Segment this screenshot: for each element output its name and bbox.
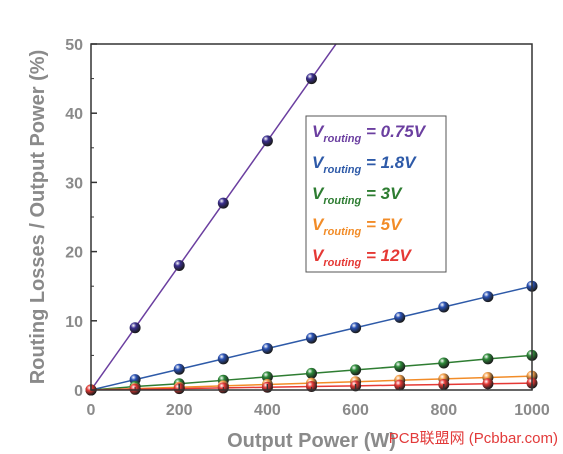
legend-entry: Vrouting = 1.8V (312, 153, 417, 176)
y-axis-label: Routing Losses / Output Power (%) (27, 50, 49, 384)
data-point (306, 73, 317, 85)
data-point (173, 259, 185, 271)
y-tick-label: 20 (65, 245, 83, 262)
y-tick-label: 50 (65, 37, 83, 54)
data-point (350, 322, 362, 334)
y-tick-label: 40 (65, 106, 83, 123)
data-point (482, 353, 494, 365)
x-axis-label: Output Power (W) (227, 430, 396, 452)
data-point (173, 363, 185, 375)
data-point (482, 291, 494, 303)
legend-box (305, 115, 447, 273)
data-point (438, 357, 450, 369)
data-point (261, 342, 273, 354)
x-tick-label: 800 (430, 402, 457, 419)
legend-entry: Vrouting = 3V (312, 184, 403, 207)
data-point (350, 364, 362, 376)
data-point (261, 135, 273, 147)
data-point (261, 371, 273, 383)
x-tick-label: 1000 (514, 402, 550, 419)
data-point (438, 301, 450, 313)
data-point (394, 311, 406, 323)
x-tick-label: 0 (87, 402, 96, 419)
data-point (217, 353, 229, 365)
y-tick-label: 0 (74, 383, 83, 400)
data-point (217, 197, 229, 209)
x-tick-label: 200 (166, 402, 193, 419)
data-point (394, 360, 406, 372)
x-tick-label: 400 (254, 402, 281, 419)
data-point (482, 378, 494, 390)
tick-layer: 0 200 400 600 800 1000 0 10 20 30 40 50 (65, 37, 550, 419)
data-point (306, 367, 317, 379)
y-tick-label: 10 (65, 314, 83, 331)
legend-entry: Vrouting = 5V (312, 215, 403, 238)
legend-entry: Vrouting = 12V (312, 246, 413, 269)
y-tick-label: 30 (65, 175, 83, 192)
legend: Vrouting = 0.75V Vrouting = 1.8V Vrouting … (305, 115, 447, 273)
watermark-text: PCB联盟网 (Pcbbar.com) (389, 430, 558, 447)
legend-entry: Vrouting = 0.75V (312, 122, 427, 145)
data-point (394, 379, 406, 391)
data-point (306, 332, 317, 344)
data-point (129, 322, 141, 334)
x-tick-label: 600 (342, 402, 369, 419)
